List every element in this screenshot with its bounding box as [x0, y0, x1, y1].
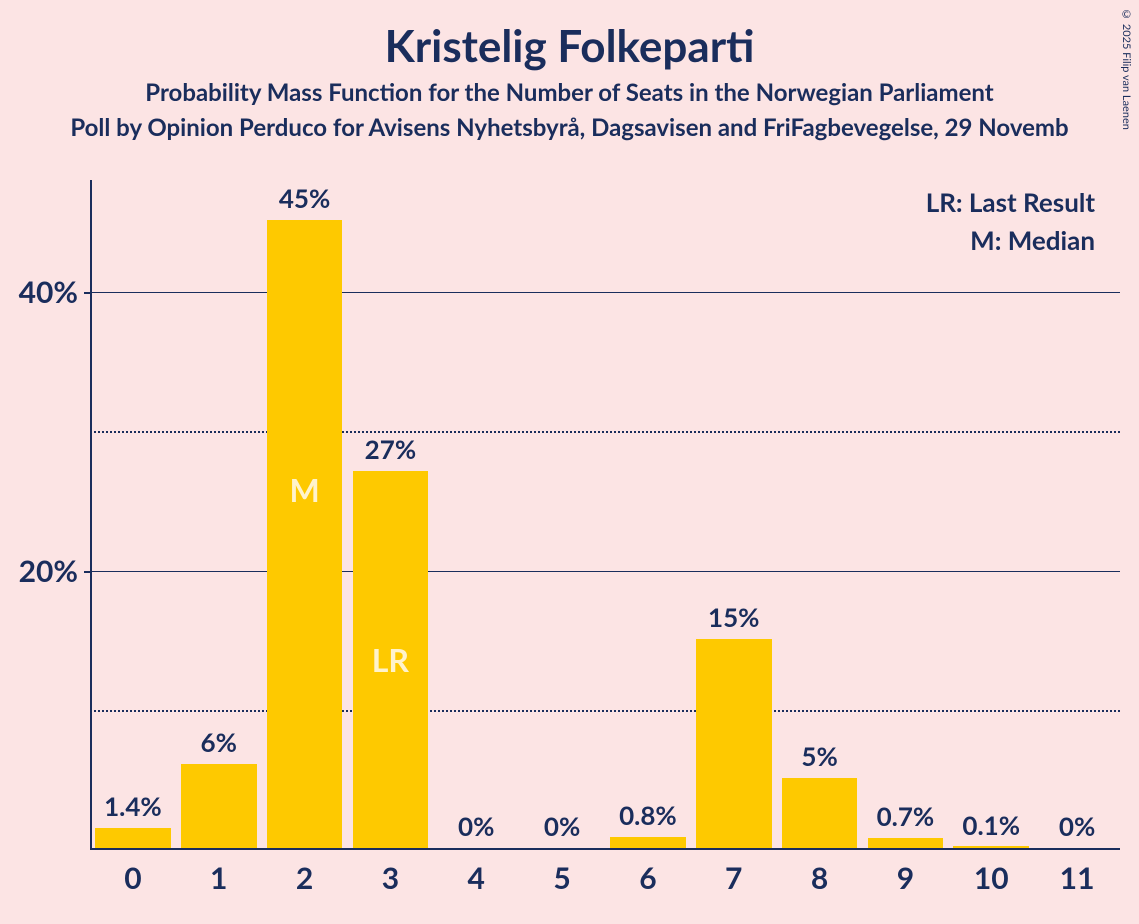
bar-value-label: 5%	[801, 740, 837, 772]
x-axis	[90, 848, 1120, 850]
bar-value-label: 45%	[279, 182, 330, 214]
x-axis-label: 7	[725, 860, 742, 896]
bar-value-label: 0%	[544, 810, 580, 842]
bar	[953, 846, 1029, 848]
y-axis-label: 40%	[0, 274, 78, 310]
bar-value-label: 0.8%	[619, 799, 677, 831]
gridline-minor	[90, 710, 1120, 712]
y-axis-tick	[84, 571, 92, 573]
bar	[610, 837, 686, 848]
chart-subtitle: Probability Mass Function for the Number…	[0, 78, 1139, 107]
legend-last-result: LR: Last Result	[926, 186, 1095, 218]
bar-value-label: 1.4%	[104, 790, 162, 822]
bar	[181, 764, 257, 848]
bar	[782, 778, 858, 848]
x-axis-label: 5	[553, 860, 570, 896]
bar-value-label: 0.7%	[877, 800, 935, 832]
bar	[696, 639, 772, 848]
title-block: Kristelig Folkeparti Probability Mass Fu…	[0, 0, 1139, 142]
x-axis-label: 8	[811, 860, 828, 896]
bar	[267, 220, 343, 848]
chart-title: Kristelig Folkeparti	[0, 20, 1139, 72]
median-marker: M	[289, 470, 319, 509]
bar-value-label: 6%	[201, 726, 237, 758]
x-axis-label: 4	[468, 860, 485, 896]
last-result-marker: LR	[372, 640, 409, 679]
bar-value-label: 0%	[458, 810, 494, 842]
bar-value-label: 15%	[708, 601, 759, 633]
x-axis-label: 0	[124, 860, 141, 896]
y-axis-tick	[84, 292, 92, 294]
bar	[95, 828, 171, 848]
x-axis-label: 10	[974, 860, 1009, 896]
x-axis-label: 6	[639, 860, 656, 896]
y-axis	[90, 180, 92, 850]
gridline-minor	[90, 431, 1120, 433]
x-axis-label: 3	[382, 860, 399, 896]
chart-poll-info: Poll by Opinion Perduco for Avisens Nyhe…	[0, 113, 1139, 142]
x-axis-label: 9	[897, 860, 914, 896]
legend-median: M: Median	[970, 224, 1095, 256]
bar-value-label: 27%	[365, 433, 416, 465]
bar	[868, 838, 944, 848]
gridline-major	[90, 571, 1120, 572]
bar-value-label: 0.1%	[962, 809, 1020, 841]
x-axis-label: 11	[1060, 860, 1095, 896]
copyright-credit: © 2025 Filip van Laenen	[1120, 8, 1133, 130]
x-axis-label: 2	[296, 860, 313, 896]
gridline-major	[90, 292, 1120, 293]
y-axis-label: 20%	[0, 553, 78, 589]
bar-value-label: 0%	[1059, 810, 1095, 842]
x-axis-label: 1	[210, 860, 227, 896]
bar-chart: LR: Last Result M: Median 20%40%1.4%06%1…	[90, 180, 1120, 850]
